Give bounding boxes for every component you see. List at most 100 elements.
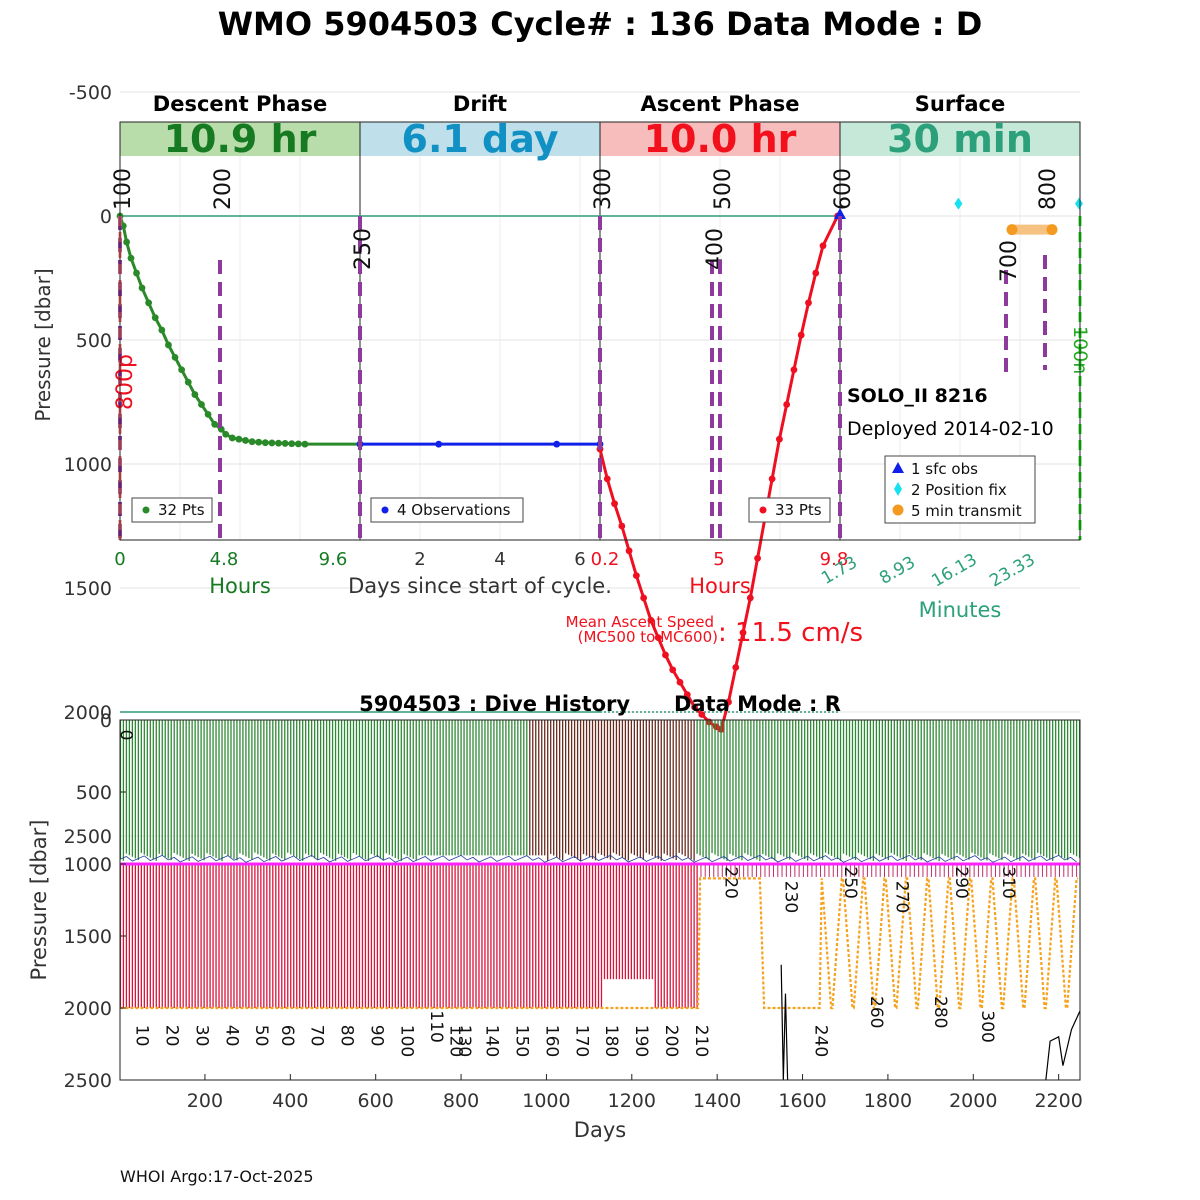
figure-title: WMO 5904503 Cycle# : 136 Data Mode : D: [218, 5, 983, 43]
drift-tick-2: 6: [574, 549, 585, 570]
descent-point-30: [301, 440, 309, 448]
ascent-point-1: [603, 475, 611, 483]
surface-tick-3: 23.33: [986, 550, 1038, 592]
cycle-label-80: 80: [337, 1025, 357, 1047]
ascent-point-4: [625, 547, 633, 555]
cycle-label-60: 60: [277, 1025, 297, 1047]
top-y-tick-2000: 2000: [64, 702, 112, 724]
descent-point-18: [222, 430, 230, 438]
ascent-speed-label-2: (MC500 to MC600): [578, 628, 718, 646]
mission-code-800: 800: [1036, 168, 1061, 210]
bottom-y-tick-1000: 1000: [64, 854, 112, 876]
ascent-point-24: [768, 475, 776, 483]
descent-point-13: [191, 391, 199, 398]
descent-tick-0: 0: [114, 549, 125, 570]
bottom-y-tick-0: 0: [100, 710, 112, 732]
ascent-legend-text: 33 Pts: [775, 501, 822, 519]
descent-point-7: [151, 314, 159, 322]
ascent-point-7: [647, 616, 655, 624]
ascent-point-21: [746, 594, 754, 602]
profile-axes-frame: [119, 121, 1081, 541]
phase-band-0: [120, 122, 360, 156]
descent-point-16: [211, 420, 219, 428]
cycle-label-210: 210: [691, 1025, 711, 1057]
descent-point-14: [198, 401, 205, 408]
ascent-point-13: [691, 703, 698, 711]
position-fix-0: [954, 197, 963, 210]
ascent-point-22: [754, 554, 761, 562]
top-y-axis-label: Pressure [dbar]: [31, 268, 55, 421]
surface-legend-text-2: 5 min transmit: [911, 502, 1022, 520]
descent-point-23: [255, 438, 263, 446]
ascent-point-25: [775, 435, 783, 443]
footer-credit: WHOI Argo:17-Oct-2025: [120, 1167, 314, 1186]
drift-point-1: [435, 440, 443, 448]
ascent-point-14: [698, 711, 706, 718]
ascent-speed-value: : 11.5 cm/s: [718, 618, 863, 648]
bottom-x-tick-600: 600: [358, 1090, 394, 1112]
mission-code-250: 250: [351, 228, 376, 270]
cycle-label-290: 290: [951, 866, 971, 898]
cycle-label-40: 40: [221, 1025, 241, 1047]
phase-duration-1: 6.1 day: [402, 117, 559, 161]
cycle-label-240: 240: [810, 1025, 830, 1057]
descent-point-15: [204, 411, 212, 418]
descent-point-10: [171, 353, 179, 361]
ascent-tick-0: 0.2: [591, 549, 620, 570]
descent-point-11: [178, 366, 186, 374]
cycle-label-170: 170: [571, 1025, 591, 1057]
top-y-tick-1000: 1000: [64, 454, 112, 476]
mission-code-400: 400: [703, 228, 728, 270]
surface-tick-1: 8.93: [876, 553, 919, 589]
ascent-point-28: [797, 331, 805, 339]
ascent-point-11: [676, 678, 684, 686]
ascent-point-18: [725, 698, 732, 706]
bottom-y-tick-1500: 1500: [64, 926, 112, 948]
drift-legend: [370, 497, 524, 523]
mission-code-500: 500: [711, 168, 736, 210]
ascent-point-19: [732, 663, 740, 671]
phase-band-3: [840, 122, 1080, 156]
cycle-label-140: 140: [482, 1025, 502, 1057]
ascent-point-26: [783, 401, 791, 408]
cycle-label-150: 150: [512, 1025, 532, 1057]
dive-history-axes-frame: [119, 719, 1081, 1081]
bottom-y-tick-500: 500: [76, 782, 112, 804]
phase-band-2: [600, 122, 840, 156]
descent-point-2: [123, 238, 131, 246]
ascent-point-27: [790, 366, 798, 374]
cycle-label-110: 110: [426, 1010, 446, 1042]
ascent-point-9: [662, 651, 669, 659]
drift-tick-0: 2: [414, 549, 425, 570]
top-y-tick--500: -500: [69, 82, 112, 104]
descent-tick-2: 9.6: [319, 549, 348, 570]
drift-tick-1: 4: [494, 549, 505, 570]
cycle-label-300: 300: [977, 1010, 997, 1042]
mission-code-100: 100: [111, 168, 136, 210]
cycle-label-260: 260: [866, 996, 886, 1028]
descent-point-25: [268, 439, 276, 447]
cycle-label-220: 220: [721, 866, 741, 898]
drift-x-label: Days since start of cycle.: [348, 574, 612, 598]
descent-legend-text: 32 Pts: [158, 501, 205, 519]
surface-legend: [884, 455, 1036, 524]
cycle-label-70: 70: [307, 1025, 327, 1047]
phase-name-3: Surface: [915, 92, 1005, 116]
mission-code-200: 200: [211, 168, 236, 210]
position-fix-1: [1075, 197, 1083, 210]
cycle-label-20: 20: [162, 1025, 182, 1047]
mission-code-300: 300: [591, 168, 616, 210]
ascent-tick-2: 9.8: [820, 549, 849, 570]
bottom-y-axis-label: Pressure [dbar]: [27, 820, 51, 981]
descent-point-9: [165, 341, 172, 349]
ascent-point-12: [683, 691, 691, 699]
dive-history-title: 5904503 : Dive History Data Mode : R: [359, 692, 841, 716]
ascent-point-29: [805, 299, 812, 307]
descent-point-29: [294, 440, 302, 448]
surface-legend-text-1: 2 Position fix: [911, 481, 1007, 499]
cycle-label-0: 0: [115, 730, 135, 741]
cycle-label-120: 120: [445, 1025, 465, 1057]
cycle-label-200: 200: [661, 1025, 681, 1057]
ascent-point-3: [618, 522, 626, 530]
